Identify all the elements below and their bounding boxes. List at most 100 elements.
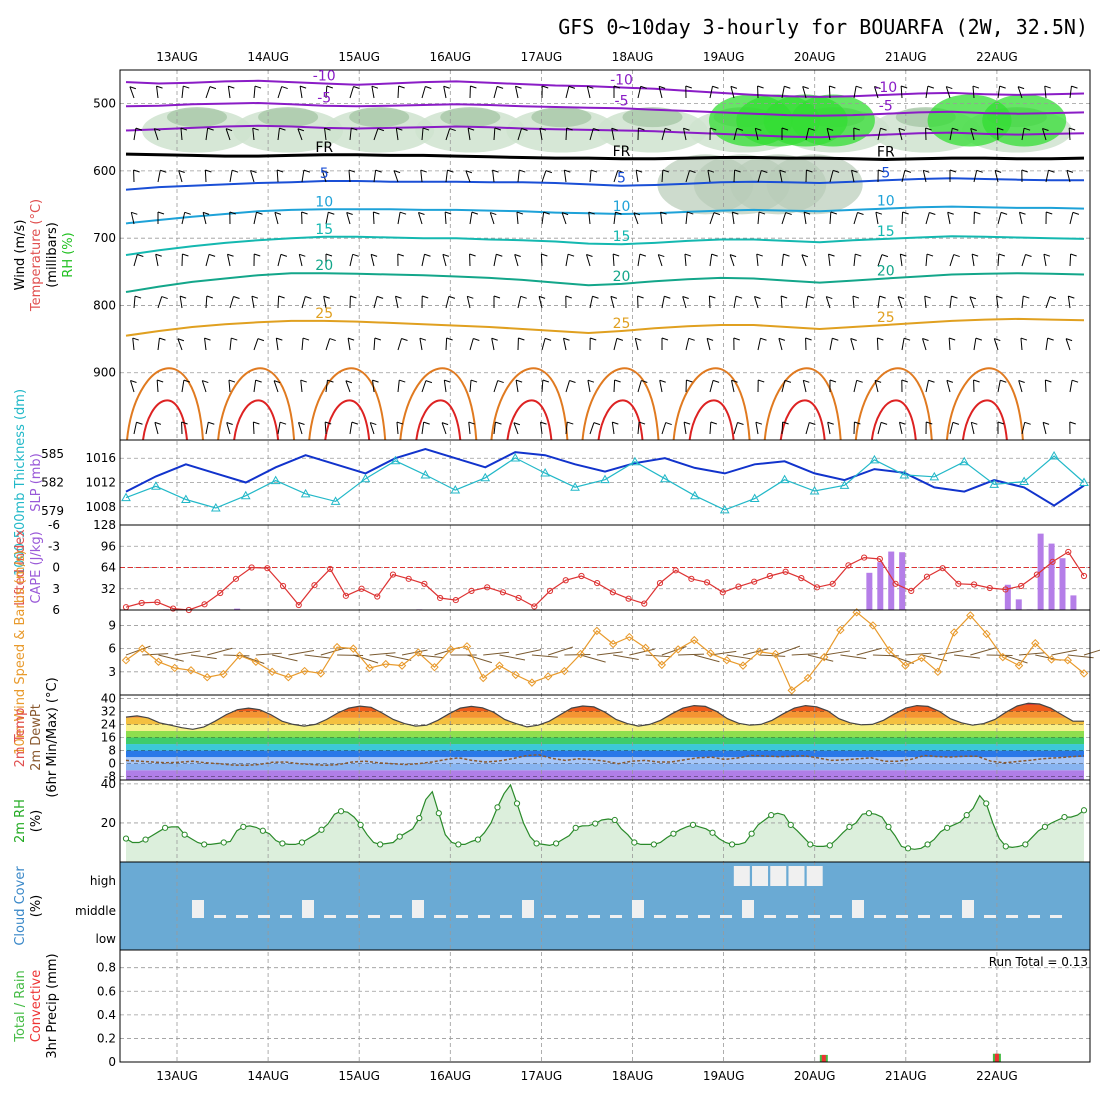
date-label-top: 15AUG bbox=[338, 50, 380, 64]
wind-barb-flag bbox=[465, 170, 473, 174]
wind-barb-flag bbox=[807, 295, 815, 299]
temp-line bbox=[125, 702, 1084, 730]
wind-barb bbox=[301, 170, 305, 183]
wind-barb bbox=[996, 127, 999, 141]
wind-barb bbox=[468, 422, 471, 435]
wind-barb bbox=[229, 296, 234, 309]
wind-barb-flag bbox=[449, 128, 456, 132]
wind-barb-10m bbox=[174, 650, 201, 656]
thickness-line bbox=[125, 455, 1085, 511]
wind-barb-flag bbox=[682, 295, 689, 299]
thickness-point bbox=[869, 454, 880, 464]
wind-barb bbox=[421, 128, 424, 141]
wind-barb-flag bbox=[754, 296, 761, 299]
wind-barb bbox=[659, 380, 663, 393]
wind-barb-flag bbox=[373, 211, 380, 215]
wind-barb-flag bbox=[448, 295, 456, 299]
wind-barb bbox=[924, 296, 927, 309]
wind-barb bbox=[733, 169, 736, 183]
wind-barb bbox=[805, 128, 810, 141]
rh-shade bbox=[258, 107, 319, 128]
wind-barb bbox=[229, 170, 233, 183]
wind-barb bbox=[850, 338, 855, 351]
wind-barb bbox=[709, 86, 713, 99]
wind-tick: 6 bbox=[108, 642, 116, 656]
wind-barb bbox=[613, 170, 619, 183]
wind-barb bbox=[181, 212, 186, 225]
rh-point bbox=[416, 814, 423, 822]
wind-barb-flag bbox=[207, 127, 214, 131]
wind-barb bbox=[897, 296, 903, 309]
thickness-point bbox=[929, 471, 940, 481]
wind-barb-flag bbox=[542, 379, 549, 383]
wind-barb bbox=[179, 296, 183, 309]
date-label-top: 19AUG bbox=[703, 50, 745, 64]
wind-barb-flag bbox=[157, 379, 164, 383]
wind-barb-flag bbox=[664, 127, 672, 131]
wind-barb-flag bbox=[182, 253, 189, 257]
wind-barb bbox=[393, 170, 399, 183]
wind-barb bbox=[997, 380, 1001, 393]
wind-barb-flag bbox=[327, 379, 334, 383]
wind-barb-flag bbox=[617, 170, 624, 174]
wind-barb-flag bbox=[348, 169, 356, 173]
wind-barb-flag bbox=[1023, 127, 1031, 131]
wind-barb-flag bbox=[973, 379, 980, 383]
isotherm-label: 20 bbox=[877, 264, 895, 280]
wind-barb-flag bbox=[183, 85, 190, 89]
wind-barb bbox=[996, 296, 999, 309]
rh-shade-high bbox=[982, 94, 1067, 147]
wind-barb-flag bbox=[227, 253, 234, 257]
wind-speed-point bbox=[1079, 669, 1089, 678]
isotherm-line bbox=[125, 272, 1085, 293]
cloud-cell-mid bbox=[302, 900, 314, 918]
rh-point bbox=[787, 821, 794, 829]
wind-barb-flag bbox=[802, 85, 809, 89]
wind-barb bbox=[325, 338, 331, 351]
isotherm-label: 20 bbox=[613, 269, 631, 285]
wind-barb-flag bbox=[1049, 296, 1057, 300]
wind-barb bbox=[348, 170, 351, 183]
wind-barb bbox=[826, 128, 831, 141]
isotherm-loop-30 bbox=[763, 367, 842, 441]
wind-barb-flag bbox=[662, 169, 669, 173]
wind-barb-flag bbox=[494, 127, 501, 131]
wind-barb-flag bbox=[273, 380, 281, 384]
wind-barb-flag bbox=[183, 379, 191, 383]
wind-barb-flag bbox=[731, 379, 738, 383]
wind-barb bbox=[781, 212, 787, 225]
cloud-cell-mid bbox=[192, 900, 204, 918]
wind-barb bbox=[517, 128, 522, 141]
wind-barb-flag bbox=[734, 169, 741, 173]
wind-barb-10m bbox=[710, 650, 737, 656]
wind-barb bbox=[347, 338, 351, 351]
isotherm-line bbox=[125, 177, 1084, 191]
wind-barb bbox=[901, 211, 904, 225]
wind-barb bbox=[661, 128, 666, 141]
rh-point bbox=[983, 800, 990, 807]
wind-speed-point bbox=[543, 672, 553, 681]
wind-barb bbox=[922, 170, 927, 183]
wind-speed-point bbox=[479, 673, 488, 683]
wind-barb bbox=[1069, 253, 1072, 267]
wind-barb bbox=[613, 379, 616, 393]
lifted-index-point bbox=[421, 580, 428, 587]
wind-barb-flag bbox=[688, 337, 695, 341]
wind-barb-flag bbox=[399, 379, 406, 383]
wind-barb bbox=[947, 212, 951, 225]
wind-barb-10m bbox=[158, 654, 184, 662]
wind-barb-flag bbox=[1069, 421, 1076, 425]
wind-barb bbox=[373, 170, 377, 183]
lifted-index-point bbox=[515, 594, 522, 602]
wind-barb-10m bbox=[125, 645, 151, 656]
wind-barb-flag bbox=[425, 380, 433, 384]
wind-barb-flag bbox=[588, 211, 595, 215]
wind-barb-flag bbox=[492, 169, 499, 173]
lifted-index-point bbox=[264, 565, 271, 572]
wind-barb-flag bbox=[447, 169, 454, 173]
y-axis-label: 3hr Precip (mm) bbox=[45, 953, 60, 1058]
rh-point bbox=[377, 841, 384, 848]
wind-barb bbox=[421, 254, 425, 267]
rh-shade bbox=[622, 107, 683, 128]
wind-barb bbox=[277, 254, 282, 267]
